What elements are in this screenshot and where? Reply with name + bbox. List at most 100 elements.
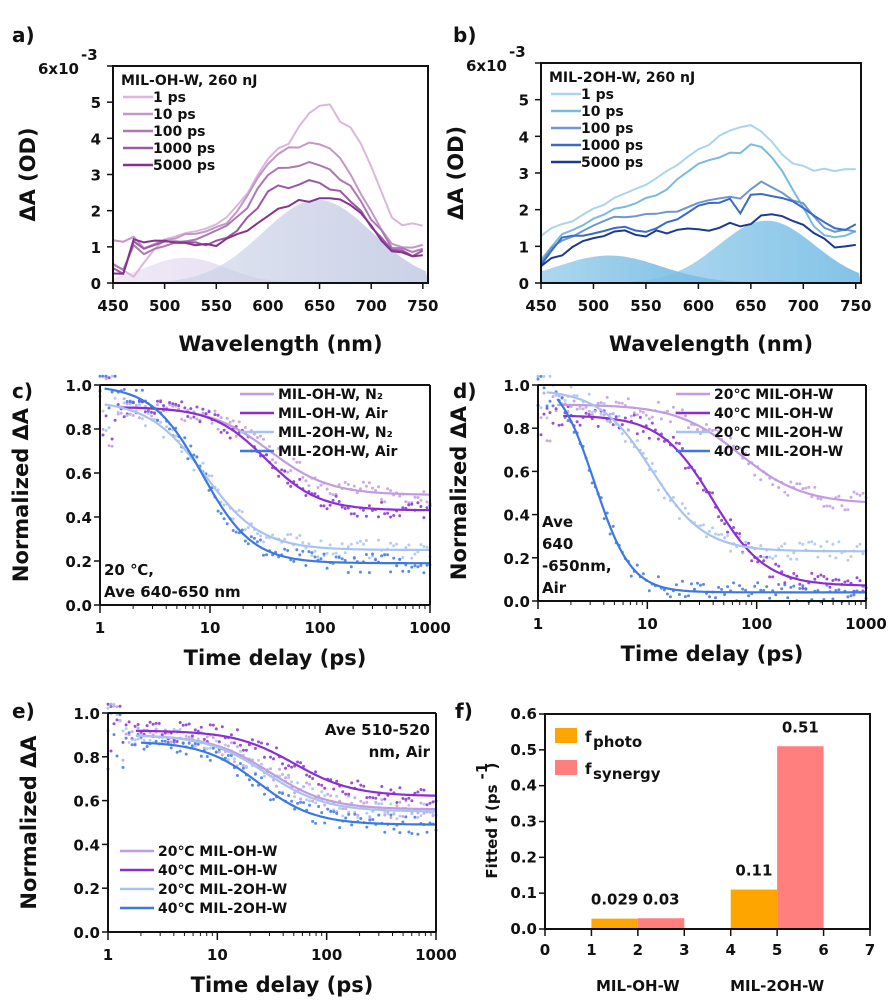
data-point	[831, 542, 835, 546]
x-tick-label: 600	[252, 297, 283, 315]
data-point	[243, 426, 247, 429]
data-point	[732, 444, 736, 448]
data-point	[287, 794, 291, 797]
data-point	[425, 506, 429, 510]
data-point	[275, 784, 278, 788]
data-point	[786, 596, 790, 600]
data-point	[222, 503, 226, 507]
data-point	[189, 407, 193, 411]
data-point	[136, 726, 140, 730]
data-point	[602, 413, 606, 417]
data-point	[271, 533, 275, 537]
data-point	[296, 801, 300, 805]
data-point	[278, 767, 281, 771]
data-point	[398, 494, 402, 498]
data-point	[696, 481, 699, 485]
annotation-text: -650nm,	[542, 557, 612, 575]
data-point	[252, 432, 256, 436]
data-point	[732, 526, 736, 529]
legend-label: MIL-2OH-W, Air	[278, 444, 398, 460]
data-point	[705, 423, 708, 426]
data-point	[265, 453, 268, 457]
y-tick-label: 3	[91, 167, 101, 185]
data-point	[395, 542, 399, 546]
data-point	[250, 783, 254, 787]
data-point	[352, 556, 356, 560]
data-point	[193, 744, 197, 748]
data-point	[228, 420, 232, 424]
data-point	[611, 524, 615, 528]
data-point	[266, 742, 269, 746]
x-tick-label: 750	[407, 297, 438, 315]
data-point	[587, 413, 591, 416]
data-point	[113, 418, 117, 422]
data-point	[195, 405, 199, 409]
data-point	[311, 787, 315, 791]
panel-e: e) 1 10 100 1000 0.0 0.2 0.4 0.6 0.8 1.0 Time delay…	[12, 699, 457, 997]
data-point	[128, 412, 132, 416]
data-point	[310, 551, 314, 555]
data-point	[192, 415, 196, 419]
data-point	[247, 778, 251, 782]
data-point	[371, 486, 374, 490]
y-tick-label: 1.0	[65, 377, 92, 395]
y-tick-label: 1.0	[73, 705, 100, 723]
data-point	[358, 570, 362, 574]
data-point	[575, 420, 579, 424]
data-point	[208, 723, 212, 727]
data-point	[122, 415, 126, 419]
data-point	[281, 772, 284, 776]
data-point	[259, 434, 262, 438]
data-point	[286, 549, 290, 552]
x-tick-label: 550	[201, 297, 232, 315]
data-point	[150, 414, 153, 418]
data-point	[134, 388, 138, 392]
data-point	[214, 750, 218, 754]
data-point	[271, 458, 275, 462]
y-tick-label: 0.0	[65, 597, 92, 615]
y-tick-label: 0.0	[510, 920, 537, 938]
y-top-exponent: -3	[81, 46, 98, 64]
data-point	[220, 725, 224, 729]
data-point	[143, 410, 147, 414]
y-tick-label: 0.4	[65, 509, 92, 527]
data-point	[304, 479, 308, 483]
data-point	[130, 730, 134, 734]
data-point	[346, 483, 350, 486]
x-tick-label: 650	[735, 297, 766, 315]
data-point	[810, 571, 814, 575]
data-point	[662, 496, 666, 500]
data-point	[753, 584, 757, 588]
data-point	[189, 416, 193, 420]
fit-line-1	[119, 406, 430, 512]
data-point	[341, 814, 345, 818]
data-point	[204, 412, 208, 416]
fill-band-1	[113, 257, 428, 283]
data-point	[326, 792, 330, 796]
data-point	[380, 498, 384, 501]
data-point	[222, 517, 226, 521]
y-tick-label: 0	[91, 275, 101, 293]
x-tick-label: 5	[772, 941, 782, 959]
data-point	[380, 500, 384, 504]
data-point	[220, 753, 224, 757]
y-tick-label: 0.2	[503, 550, 530, 568]
data-point	[711, 429, 714, 432]
data-point	[305, 773, 309, 777]
x-axis-label: Wavelength (nm)	[609, 332, 813, 356]
data-point	[608, 532, 612, 536]
y-tick-label: 2	[91, 203, 101, 221]
data-point	[662, 588, 666, 592]
data-point	[416, 832, 420, 836]
data-point	[741, 587, 745, 591]
data-point	[834, 556, 838, 560]
data-point	[323, 803, 327, 807]
data-point	[422, 802, 426, 806]
data-point	[277, 447, 281, 450]
data-point	[199, 754, 203, 758]
y-tick-label: 0.4	[73, 836, 100, 854]
data-point	[798, 582, 802, 586]
data-point	[699, 583, 702, 587]
data-point	[356, 815, 360, 819]
data-point	[386, 812, 390, 816]
